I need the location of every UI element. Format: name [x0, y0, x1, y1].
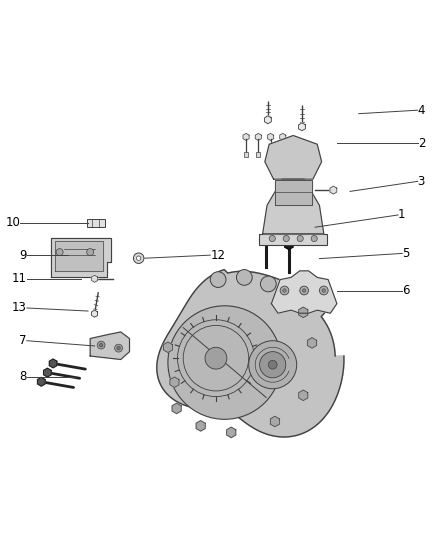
Polygon shape: [55, 241, 103, 271]
Circle shape: [280, 286, 289, 295]
Polygon shape: [275, 180, 311, 205]
Text: 4: 4: [418, 104, 425, 117]
Text: 7: 7: [19, 334, 27, 347]
Polygon shape: [227, 427, 236, 438]
Circle shape: [168, 306, 282, 419]
Bar: [87, 219, 105, 227]
Circle shape: [99, 343, 103, 347]
Circle shape: [300, 286, 308, 295]
Circle shape: [205, 348, 227, 369]
Polygon shape: [255, 133, 261, 140]
Polygon shape: [157, 270, 344, 437]
Text: 11: 11: [12, 272, 27, 285]
Polygon shape: [265, 135, 321, 179]
Bar: [281, 152, 285, 157]
Polygon shape: [285, 240, 293, 249]
Circle shape: [56, 248, 63, 256]
Circle shape: [137, 256, 141, 261]
Bar: [256, 152, 261, 157]
Text: 12: 12: [210, 249, 225, 262]
Bar: [259, 234, 327, 245]
Circle shape: [87, 248, 94, 256]
Text: 13: 13: [12, 302, 27, 314]
Polygon shape: [330, 186, 337, 194]
Bar: [268, 152, 273, 157]
Polygon shape: [272, 271, 337, 313]
Circle shape: [134, 253, 144, 263]
Text: 5: 5: [403, 247, 410, 260]
Text: 2: 2: [418, 137, 425, 150]
Text: 6: 6: [403, 284, 410, 297]
Polygon shape: [170, 377, 179, 387]
Circle shape: [260, 352, 286, 378]
Bar: [244, 152, 248, 157]
Circle shape: [322, 289, 325, 292]
Circle shape: [97, 341, 105, 349]
Text: 10: 10: [5, 216, 20, 229]
Circle shape: [117, 346, 120, 350]
Polygon shape: [270, 416, 279, 427]
Polygon shape: [38, 377, 45, 386]
Polygon shape: [299, 390, 308, 400]
Text: 3: 3: [418, 175, 425, 188]
Polygon shape: [163, 342, 173, 352]
Circle shape: [302, 289, 306, 292]
Polygon shape: [49, 359, 57, 368]
Text: 1: 1: [398, 208, 406, 222]
Polygon shape: [92, 310, 98, 317]
Polygon shape: [299, 307, 308, 318]
Circle shape: [261, 276, 276, 292]
Circle shape: [269, 236, 276, 241]
Polygon shape: [265, 116, 271, 124]
Polygon shape: [90, 332, 130, 359]
Text: 8: 8: [20, 370, 27, 383]
Circle shape: [237, 270, 252, 285]
Circle shape: [210, 272, 226, 287]
Circle shape: [268, 360, 277, 369]
Polygon shape: [196, 421, 205, 431]
Text: 9: 9: [19, 249, 27, 262]
Polygon shape: [280, 133, 286, 140]
Circle shape: [319, 286, 328, 295]
Circle shape: [283, 289, 286, 292]
Circle shape: [249, 341, 297, 389]
Polygon shape: [51, 238, 111, 277]
Polygon shape: [243, 133, 249, 140]
Circle shape: [297, 236, 303, 241]
Circle shape: [115, 344, 123, 352]
Polygon shape: [92, 275, 98, 282]
Polygon shape: [262, 233, 270, 243]
Polygon shape: [307, 338, 317, 348]
Polygon shape: [172, 403, 181, 414]
Polygon shape: [268, 133, 274, 140]
Circle shape: [311, 236, 317, 241]
Circle shape: [283, 236, 289, 241]
Polygon shape: [299, 123, 305, 131]
Polygon shape: [44, 368, 51, 377]
Polygon shape: [263, 179, 324, 234]
